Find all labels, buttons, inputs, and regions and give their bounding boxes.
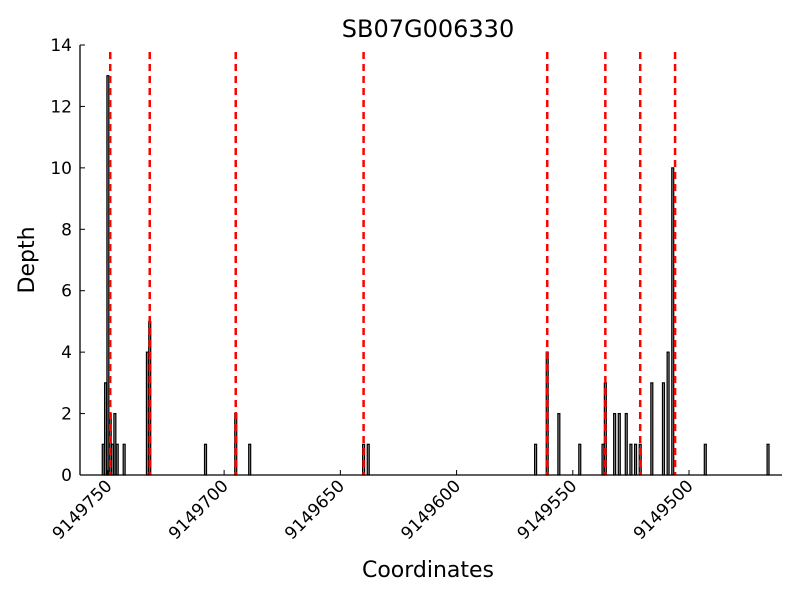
x-tick-label: 9149550: [514, 476, 582, 544]
x-tick-label: 9149700: [165, 476, 233, 544]
x-tick-label: 9149600: [397, 476, 465, 544]
depth-bar: [613, 412, 617, 476]
y-tick-label: 12: [50, 97, 72, 117]
depth-bar: [650, 382, 654, 476]
bars-layer: [101, 75, 770, 476]
depth-bar: [601, 443, 605, 476]
y-tick-label: 4: [61, 343, 72, 363]
x-tick-label: 9149650: [281, 476, 349, 544]
vlines-layer: [108, 52, 677, 475]
depth-bar: [624, 412, 628, 476]
depth-bar: [666, 351, 670, 476]
depth-bar: [557, 412, 561, 476]
depth-bar: [703, 443, 707, 476]
y-tick-label: 0: [61, 466, 72, 486]
y-tick-label: 8: [61, 220, 72, 240]
depth-bar: [122, 443, 126, 476]
depth-bar: [113, 412, 117, 476]
depth-bar: [578, 443, 582, 476]
chart-title: SB07G006330: [342, 15, 514, 43]
depth-bar: [629, 443, 633, 476]
y-tick-label: 14: [50, 36, 72, 56]
y-tick-label: 6: [61, 282, 72, 302]
depth-bar: [101, 443, 105, 476]
depth-bar: [633, 443, 638, 476]
depth-bar: [661, 382, 666, 476]
depth-bar: [671, 167, 675, 476]
x-tick-label: 9149500: [630, 476, 698, 544]
x-axis-label: Coordinates: [362, 558, 494, 583]
x-tick-label: 9149750: [49, 476, 117, 544]
depth-bar: [106, 75, 110, 476]
depth-bar: [534, 443, 538, 476]
depth-bar: [110, 443, 115, 476]
y-axis-label: Depth: [15, 226, 40, 293]
depth-bar: [203, 443, 208, 476]
depth-bar: [617, 412, 621, 476]
depth-bar: [103, 382, 108, 476]
depth-bar: [115, 443, 119, 476]
depth-bar: [145, 351, 149, 476]
y-tick-label: 2: [61, 405, 72, 425]
depth-bar: [248, 443, 252, 476]
depth-bar: [766, 443, 770, 476]
depth-bar: [366, 443, 370, 476]
y-tick-label: 10: [50, 159, 72, 179]
